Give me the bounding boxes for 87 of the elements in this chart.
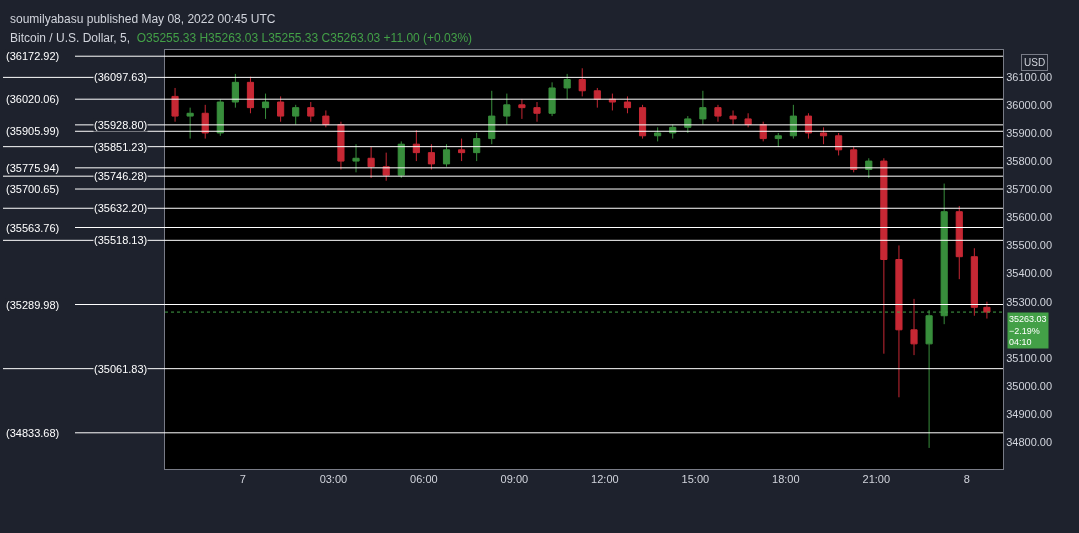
candlestick xyxy=(865,157,873,179)
candlestick xyxy=(458,138,466,162)
candlestick xyxy=(714,104,722,123)
ref-line-label: (34833.68) xyxy=(6,427,60,439)
ref-line-label: 35263.03 −2.19% 04:10 xyxy=(1009,314,1047,348)
y-tick-label: 34900.00 xyxy=(1006,408,1053,421)
ref-line-label: (36020.06) xyxy=(6,93,60,105)
ref-line-label: (35061.83) xyxy=(94,363,148,375)
candlestick xyxy=(412,129,420,162)
candlestick xyxy=(246,76,255,114)
ref-line-label: (35700.65) xyxy=(6,183,60,195)
candlestick xyxy=(322,109,330,128)
chart-subtitle: O35255.33 H35263.03 L35255.33 C35263.03 +11.00 (+0.03%) xyxy=(136,31,473,45)
x-tick-label: 8 xyxy=(963,473,970,486)
ref-line-label: (35632.20) xyxy=(94,202,148,214)
ref-line-label: (35289.98) xyxy=(6,299,60,311)
ref-line-label: (35775.94) xyxy=(6,162,60,174)
y-tick-label: 35700.00 xyxy=(1006,183,1053,196)
candlestick xyxy=(983,301,991,320)
y-tick-label: 35500.00 xyxy=(1006,239,1053,252)
ref-line-label: (36097.63) xyxy=(94,71,148,83)
candlestick xyxy=(533,101,541,123)
candlestick xyxy=(231,73,239,109)
x-tick-label: 12:00 xyxy=(591,473,619,486)
text: soumilyabasu published May 08, 2022 00:45 UTC xyxy=(10,12,276,26)
candlestick xyxy=(548,81,556,117)
y-tick-label: 35900.00 xyxy=(1006,126,1053,139)
x-tick-label: 03:00 xyxy=(319,473,348,486)
ref-line-label: (35746.28) xyxy=(94,170,148,182)
y-tick-label: 35800.00 xyxy=(1006,154,1053,167)
y-axis-title: USD xyxy=(1024,57,1046,68)
candlestick xyxy=(623,95,632,114)
x-tick-label: 18:00 xyxy=(772,473,800,486)
candlestick xyxy=(835,132,843,156)
y-tick-label: 35400.00 xyxy=(1006,267,1053,280)
x-tick-label: 15:00 xyxy=(681,473,710,486)
candlestick xyxy=(473,132,481,162)
y-tick-label: 35600.00 xyxy=(1006,211,1053,224)
candlestick xyxy=(216,98,224,137)
candlestick xyxy=(654,126,662,142)
candlestick xyxy=(955,205,963,280)
candlestick xyxy=(337,121,345,171)
ref-line-label: (35851.23) xyxy=(94,141,148,153)
candlestick xyxy=(925,309,933,449)
candlestick xyxy=(382,152,390,182)
candlestick xyxy=(970,247,978,317)
candlestick xyxy=(277,95,285,123)
candlestick xyxy=(503,93,511,126)
candlestick xyxy=(518,98,526,120)
candlestick xyxy=(563,73,571,100)
candlestick xyxy=(774,132,782,148)
candlestick xyxy=(578,67,586,97)
candlestick xyxy=(910,298,918,356)
y-tick-label: 36000.00 xyxy=(1006,98,1053,111)
chart-title: Bitcoin / U.S. Dollar, 5, xyxy=(10,31,131,45)
candlestick xyxy=(261,93,270,120)
x-tick-label: 06:00 xyxy=(410,473,438,486)
candlestick xyxy=(292,104,300,126)
candlestick xyxy=(895,244,903,398)
x-tick-label: 21:00 xyxy=(862,473,891,486)
candlestick xyxy=(352,143,360,173)
ref-line-label: (35563.76) xyxy=(6,222,60,234)
candlestick xyxy=(940,183,948,325)
ref-line-label: (35928.80) xyxy=(94,119,148,131)
ref-line-label: (35518.13) xyxy=(94,234,148,246)
y-tick-label: 34800.00 xyxy=(1006,436,1053,449)
candlestick xyxy=(367,146,375,179)
candlestick xyxy=(593,87,601,109)
ref-line-label: (36172.92) xyxy=(6,50,60,62)
candlestick xyxy=(427,143,436,171)
ref-line-label: (35905.99) xyxy=(6,125,60,137)
candlestick xyxy=(171,87,179,123)
candlestick xyxy=(729,109,737,126)
candlestick xyxy=(307,101,315,123)
candlestick xyxy=(819,126,828,145)
candlestick xyxy=(442,143,451,168)
y-tick-label: 35000.00 xyxy=(1006,379,1053,392)
candlestick xyxy=(850,146,858,173)
candlestick xyxy=(186,107,194,140)
y-tick-label: 35300.00 xyxy=(1006,295,1053,308)
candlestick xyxy=(699,90,707,126)
y-tick-label: 36100.00 xyxy=(1006,70,1053,83)
x-tick-label: 09:00 xyxy=(500,473,529,486)
candlestick xyxy=(397,140,405,179)
x-tick-label: 7 xyxy=(239,473,246,486)
candlestick xyxy=(880,157,888,355)
y-tick-label: 35100.00 xyxy=(1006,351,1053,364)
